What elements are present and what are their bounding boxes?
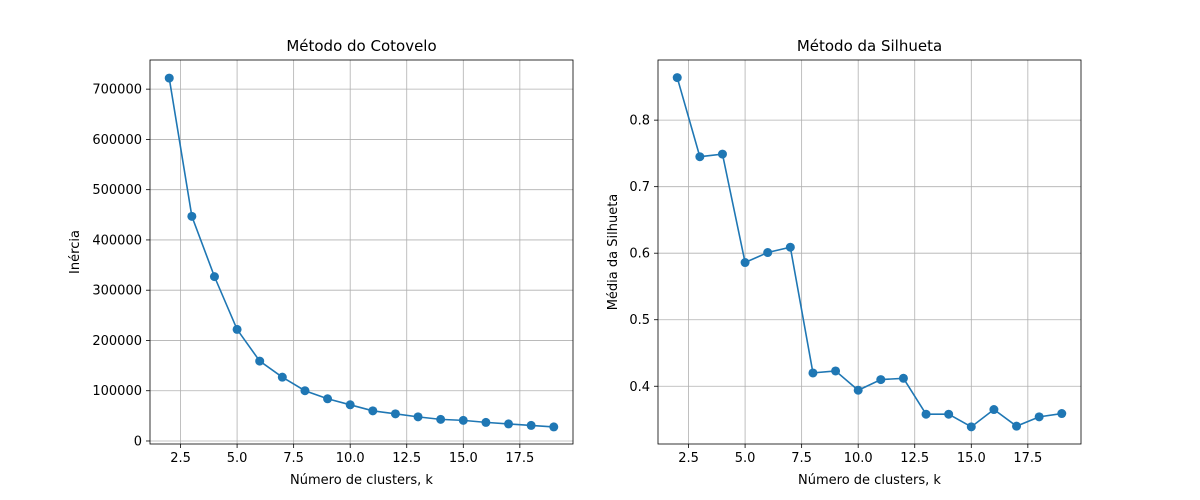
y-tick-label: 0.4	[629, 380, 650, 395]
data-point	[785, 242, 795, 252]
x-tick-label: 10.0	[844, 451, 873, 466]
data-point	[277, 372, 287, 382]
y-tick-label: 0.5	[629, 313, 650, 328]
data-point	[481, 417, 491, 427]
x-axis-label: Número de clusters, k	[290, 473, 433, 488]
data-point	[966, 422, 976, 432]
data-point	[831, 366, 841, 376]
elbow-chart: 2.5 5.0 7.5 10.0 12.5 15.0 17.5 0 100000 200000 30…	[68, 37, 574, 488]
data-point	[458, 415, 468, 425]
data-point	[989, 405, 999, 415]
data-point	[187, 211, 197, 221]
x-tick-label: 7.5	[791, 451, 812, 466]
data-point	[549, 422, 559, 432]
y-tick-label: 0.7	[629, 180, 650, 195]
y-tick-label: 0	[134, 434, 142, 449]
chart-title: Método do Cotovelo	[286, 37, 436, 55]
data-point	[232, 324, 242, 334]
data-point	[323, 394, 333, 404]
plot-frame	[149, 59, 574, 445]
data-point	[672, 73, 682, 83]
data-point	[504, 419, 514, 429]
x-tick-label: 7.5	[283, 451, 304, 466]
data-point	[853, 385, 863, 395]
x-tick-label: 2.5	[170, 451, 191, 466]
data-point	[1012, 421, 1022, 431]
plot-frame	[657, 59, 1082, 445]
y-tick-label: 500000	[92, 183, 142, 198]
data-point	[436, 414, 446, 424]
data-point	[368, 406, 378, 416]
data-point	[255, 356, 265, 366]
data-point	[345, 400, 355, 410]
data-point	[1034, 412, 1044, 422]
data-point	[1057, 409, 1067, 419]
x-tick-label: 17.5	[1013, 451, 1042, 466]
chart-title: Método da Silhueta	[797, 37, 942, 55]
y-tick-label: 0.6	[629, 247, 650, 262]
data-point	[763, 248, 773, 258]
y-axis-label: Média da Silhueta	[606, 194, 621, 311]
data-point	[921, 409, 931, 419]
x-tick-label: 15.0	[957, 451, 986, 466]
data-point	[526, 420, 536, 430]
x-tick-label: 12.5	[392, 451, 421, 466]
series-line	[168, 77, 554, 428]
x-tick-label: 17.5	[505, 451, 534, 466]
y-tick-label: 100000	[92, 384, 142, 399]
data-point	[300, 386, 310, 396]
x-tick-label: 10.0	[336, 451, 365, 466]
x-axis-label: Número de clusters, k	[798, 473, 941, 488]
x-tick-label: 5.0	[227, 451, 248, 466]
data-point	[808, 368, 818, 378]
data-point	[898, 373, 908, 383]
y-tick-label: 200000	[92, 334, 142, 349]
data-point	[390, 409, 400, 419]
y-tick-label: 400000	[92, 233, 142, 248]
data-point	[695, 152, 705, 162]
data-point	[876, 375, 886, 385]
y-axis-label: Inércia	[68, 230, 83, 274]
data-point	[740, 258, 750, 268]
y-tick-label: 700000	[92, 83, 142, 98]
series-line	[676, 77, 1062, 428]
silhouette-chart: 2.5 5.0 7.5 10.0 12.5 15.0 17.5 0.4 0.5 0.6 0.7 0.8…	[606, 37, 1082, 488]
data-point	[209, 272, 219, 282]
data-point	[164, 73, 174, 83]
y-tick-label: 600000	[92, 133, 142, 148]
data-point	[717, 149, 727, 159]
x-tick-label: 15.0	[449, 451, 478, 466]
x-tick-label: 12.5	[900, 451, 929, 466]
y-tick-label: 300000	[92, 284, 142, 299]
data-point	[944, 409, 954, 419]
x-tick-label: 2.5	[678, 451, 699, 466]
data-point	[413, 412, 423, 422]
x-tick-label: 5.0	[735, 451, 756, 466]
y-tick-label: 0.8	[629, 114, 650, 129]
